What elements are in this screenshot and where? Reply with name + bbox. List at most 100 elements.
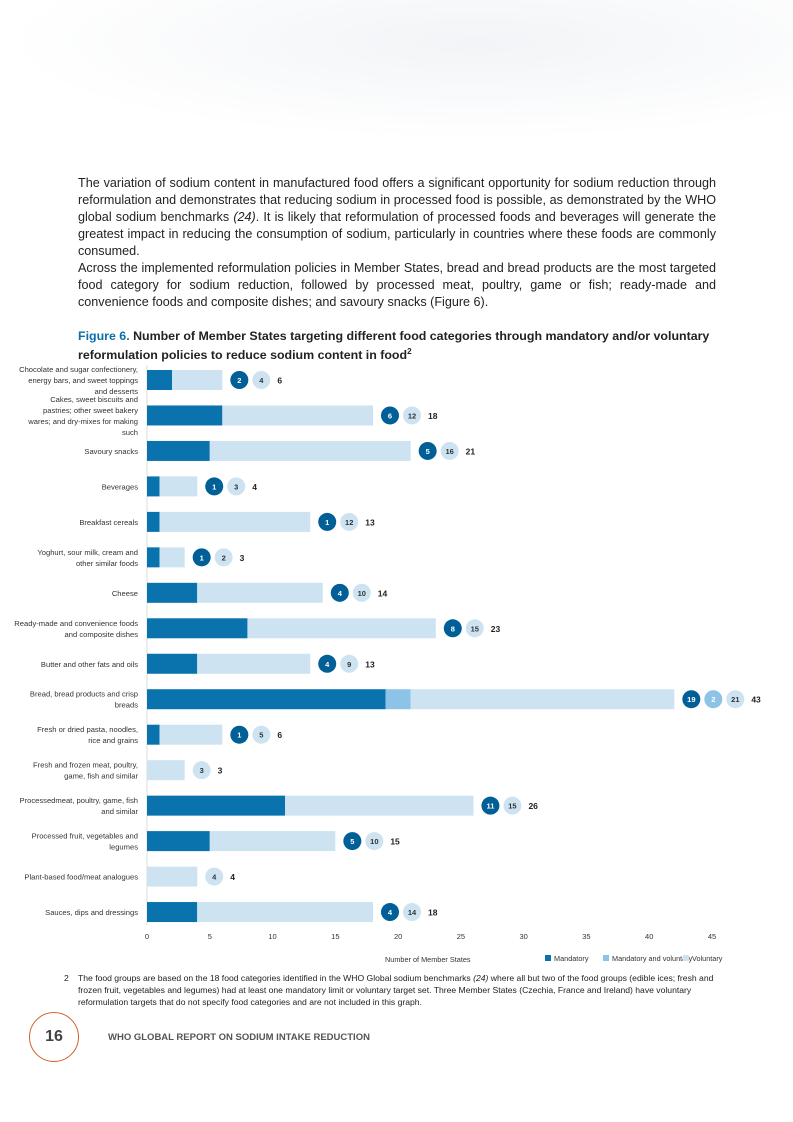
bar-segment-voluntary [209, 831, 336, 852]
value-bubble [192, 548, 211, 567]
bar-segment-voluntary [222, 405, 373, 426]
total-label: 13 [365, 659, 375, 669]
category-label: Fresh or dried pasta, noodles, rice and g… [37, 725, 138, 745]
bar-segment-mandatory [147, 582, 198, 603]
value-bubble [481, 796, 500, 815]
page-number: 16 [29, 1012, 79, 1062]
value-bubble [340, 512, 359, 531]
category-label: Processedmeat, poultry, game, fish and si… [20, 796, 139, 816]
value-label: 4 [325, 660, 330, 669]
figure-title: Figure 6. Number of Member States target… [78, 328, 718, 363]
bar-segment-voluntary [159, 547, 185, 568]
value-bubble [726, 690, 745, 709]
figure-number: Figure 6. [78, 329, 130, 343]
value-label: 3 [200, 766, 204, 775]
total-label: 26 [528, 801, 538, 811]
value-bubble [403, 406, 421, 425]
value-label: 21 [731, 695, 739, 704]
bar-segment-voluntary [147, 866, 198, 887]
value-label: 4 [388, 908, 393, 917]
value-label: 1 [325, 518, 329, 527]
value-bubble [443, 619, 462, 638]
value-label: 5 [259, 731, 263, 740]
total-label: 4 [252, 482, 257, 492]
value-label: 6 [388, 411, 392, 420]
total-label: 13 [365, 517, 375, 527]
category-label: Cakes, sweet biscuits and pastries; other… [27, 395, 138, 437]
total-label: 3 [218, 766, 223, 776]
body-paragraph-2: Across the implemented reformulation pol… [78, 261, 716, 309]
bar-segment-mandatory [147, 689, 386, 710]
category-label: Processed fruit, vegetables and legumes [32, 832, 139, 852]
bar-segment-voluntary [197, 653, 311, 674]
bar-segment-mandatory [147, 831, 210, 852]
total-label: 3 [240, 553, 245, 563]
footnote-text: The food groups are based on the 18 food… [78, 973, 474, 983]
value-label: 1 [237, 731, 241, 740]
bar-segment-mandatory-and-voluntary [385, 689, 411, 710]
value-label: 12 [408, 411, 416, 420]
bar-chart: Chocolate and sugar confectionery, energy… [14, 365, 761, 964]
value-label: 11 [486, 802, 494, 811]
bar-segment-voluntary [410, 689, 675, 710]
value-label: 1 [212, 482, 216, 491]
bar-segment-voluntary [147, 760, 185, 781]
x-tick-label: 20 [394, 932, 402, 941]
value-bubble [330, 583, 349, 602]
x-tick-label: 5 [208, 932, 212, 941]
legend-label: Mandatory [554, 954, 589, 963]
value-label: 19 [687, 695, 695, 704]
value-bubble [230, 371, 249, 389]
x-axis-label: Number of Member States [385, 955, 471, 964]
total-label: 14 [378, 588, 388, 598]
value-bubble [381, 903, 399, 922]
total-label: 18 [428, 908, 438, 918]
value-label: 5 [350, 837, 354, 846]
value-bubble [214, 548, 233, 567]
value-label: 3 [234, 482, 238, 491]
value-label: 10 [358, 589, 366, 598]
footnote-text: where all but two of the food groups (ed… [78, 973, 714, 1007]
figure-caption: Number of Member States targeting differ… [78, 329, 710, 363]
value-bubble [352, 583, 371, 602]
value-label: 2 [222, 553, 226, 562]
value-bubble [318, 512, 337, 531]
value-label: 15 [471, 624, 479, 633]
running-title: WHO GLOBAL REPORT ON SODIUM INTAKE REDUC… [108, 1032, 370, 1043]
value-label: 4 [212, 873, 217, 882]
value-bubble [403, 903, 421, 922]
category-label: Sauces, dips and dressings [45, 908, 138, 917]
x-tick-label: 25 [457, 932, 465, 941]
category-label: Cheese [112, 589, 138, 598]
value-bubble [503, 796, 522, 815]
value-label: 2 [237, 376, 241, 385]
footnote-marker: 2 [407, 347, 412, 356]
value-bubble [205, 867, 224, 886]
legend-label: Voluntary [692, 954, 723, 963]
bar-segment-voluntary [172, 370, 223, 390]
value-label: 16 [445, 447, 453, 456]
value-label: 12 [345, 518, 353, 527]
value-label: 14 [408, 908, 417, 917]
value-label: 5 [426, 447, 430, 456]
x-tick-label: 10 [268, 932, 276, 941]
bar-segment-mandatory [147, 405, 223, 426]
category-label: Plant-based food/meat analogues [24, 873, 138, 882]
bar-segment-mandatory [147, 370, 173, 390]
value-label: 4 [338, 589, 343, 598]
category-label: Butter and other fats and oils [41, 660, 138, 669]
total-label: 4 [230, 872, 235, 882]
bar-segment-voluntary [159, 476, 198, 497]
value-bubble [343, 832, 362, 851]
value-bubble [318, 654, 337, 673]
value-label: 9 [347, 660, 351, 669]
value-bubble [230, 725, 249, 744]
bar-segment-mandatory [147, 724, 160, 745]
value-bubble [418, 441, 437, 460]
bar-segment-voluntary [197, 902, 373, 923]
body-paragraph-1: The variation of sodium content in manuf… [78, 175, 716, 260]
header-decoration [0, 0, 793, 140]
value-label: 8 [451, 624, 455, 633]
legend-label: Mandatory and voluntary [612, 954, 693, 963]
